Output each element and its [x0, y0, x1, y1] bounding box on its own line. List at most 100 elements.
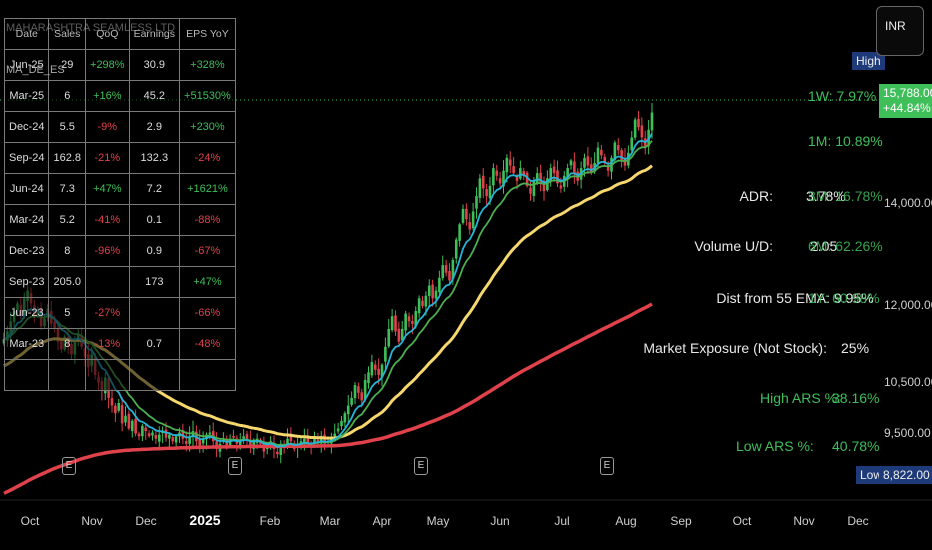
col-header-qoq: QoQ — [85, 18, 130, 50]
candle — [157, 426, 161, 448]
candle — [404, 310, 407, 336]
candle — [421, 296, 424, 309]
cell-earn: 45.2 — [128, 80, 181, 112]
candle — [542, 176, 546, 201]
cell-yoy: +328% — [179, 49, 236, 81]
high-ars-label: High ARS %: — [760, 390, 841, 406]
cell-qoq — [85, 359, 130, 391]
candle — [384, 337, 387, 371]
cell-sales: 8 — [48, 235, 87, 267]
current-price-tag: 15,788.00 +44.84% — [879, 84, 932, 118]
table-row: Jun-24 7.3 +47% 7.2 +1621% — [3, 173, 236, 205]
col-header-eps-yoy: EPS YoY — [179, 18, 236, 50]
cell-qoq: +47% — [85, 173, 130, 205]
table-row: Jun-25 29 +298% 30.9 +328% — [3, 49, 236, 81]
x-tick-label: Jul — [554, 514, 569, 528]
candle — [232, 429, 235, 440]
table-row — [3, 359, 236, 391]
cell-date: Jun-25 — [3, 49, 50, 81]
cell-yoy: -88% — [179, 204, 236, 236]
candle — [508, 151, 512, 173]
perf-3m: 3M: 16.78% — [808, 188, 883, 204]
y-tick-label: 9,500.00 — [884, 425, 931, 440]
candle — [343, 411, 347, 428]
cell-qoq: -41% — [85, 204, 130, 236]
currency-selector[interactable]: INR — [876, 6, 924, 56]
cell-date: Mar-23 — [3, 328, 50, 360]
cell-sales: 7.3 — [48, 173, 87, 205]
candle — [461, 204, 465, 225]
low-price-tag: 8,822.00 — [879, 466, 932, 484]
earnings-marker-icon[interactable]: E — [414, 457, 428, 475]
candle — [380, 363, 384, 387]
candle — [245, 430, 249, 445]
candle — [110, 388, 114, 413]
candle — [454, 237, 458, 264]
col-header-date: Date — [3, 18, 50, 50]
cell-earn: 0.7 — [128, 328, 181, 360]
candle — [478, 173, 482, 203]
current-price: 15,788.00 — [883, 86, 932, 100]
candle — [640, 117, 644, 147]
candle — [279, 440, 283, 464]
candle — [201, 431, 205, 453]
candle — [390, 308, 394, 333]
cell-earn: 173 — [128, 266, 181, 298]
x-tick-label: Apr — [373, 514, 392, 528]
candle — [525, 171, 529, 188]
earnings-marker-icon[interactable]: E — [600, 457, 614, 475]
candle — [397, 321, 401, 345]
candle — [370, 354, 374, 378]
cell-earn — [128, 297, 181, 329]
cell-sales: 8 — [48, 328, 87, 360]
candle — [566, 163, 569, 188]
x-tick-label: 2025 — [189, 512, 220, 528]
candle — [427, 279, 431, 306]
candle — [407, 312, 411, 328]
dist-55-ema-label: Dist from 55 EMA: — [716, 290, 830, 306]
cell-date: Sep-24 — [3, 142, 50, 174]
dist-55-ema-value: 9.95% — [834, 290, 874, 306]
candle — [124, 406, 127, 427]
high-ars-value: 38.16% — [832, 390, 880, 406]
candle — [485, 183, 488, 205]
candle — [637, 111, 640, 131]
table-row: Mar-25 6 +16% 45.2 +51530% — [3, 80, 236, 112]
candle — [475, 187, 478, 219]
candle — [144, 423, 148, 440]
candle — [340, 416, 343, 430]
candle — [120, 397, 124, 432]
x-tick-label: Feb — [260, 514, 281, 528]
candle — [492, 163, 495, 193]
x-tick-label: Aug — [615, 514, 636, 528]
candle — [630, 131, 634, 155]
cell-earn: 7.2 — [128, 173, 181, 205]
cell-sales: 5 — [48, 297, 87, 329]
x-tick-label: Sep — [670, 514, 692, 528]
cell-earn: 132.3 — [128, 142, 181, 174]
candle — [161, 426, 164, 444]
cell-qoq: +298% — [85, 49, 130, 81]
x-tick-label: Nov — [81, 514, 102, 528]
candle — [495, 164, 499, 181]
candle — [431, 279, 434, 307]
cell-date: Dec-24 — [3, 111, 50, 143]
fundamentals-table: Date Sales QoQ Earnings EPS YoY Jun-25 29… — [3, 18, 236, 391]
cell-sales: 162.8 — [48, 142, 87, 174]
x-tick-label: Oct — [733, 514, 752, 528]
candle — [130, 419, 134, 438]
fundamentals-body: Jun-25 29 +298% 30.9 +328% Mar-25 6 +16% 45.2 +51… — [3, 49, 236, 391]
candle — [350, 391, 353, 407]
candle — [394, 310, 397, 336]
table-row: Jun-23 5 -27% -66% — [3, 297, 236, 329]
candle — [458, 222, 461, 247]
x-tick-label: May — [427, 514, 450, 528]
candle — [336, 422, 340, 434]
cell-earn: 2.9 — [128, 111, 181, 143]
perf-1m: 1M: 10.89% — [808, 133, 883, 149]
cell-yoy: +47% — [179, 266, 236, 298]
table-row: Dec-23 8 -96% 0.9 -67% — [3, 235, 236, 267]
earnings-marker-icon[interactable]: E — [228, 457, 242, 475]
earnings-marker-icon[interactable]: E — [62, 457, 76, 475]
cell-date: Jun-24 — [3, 173, 50, 205]
